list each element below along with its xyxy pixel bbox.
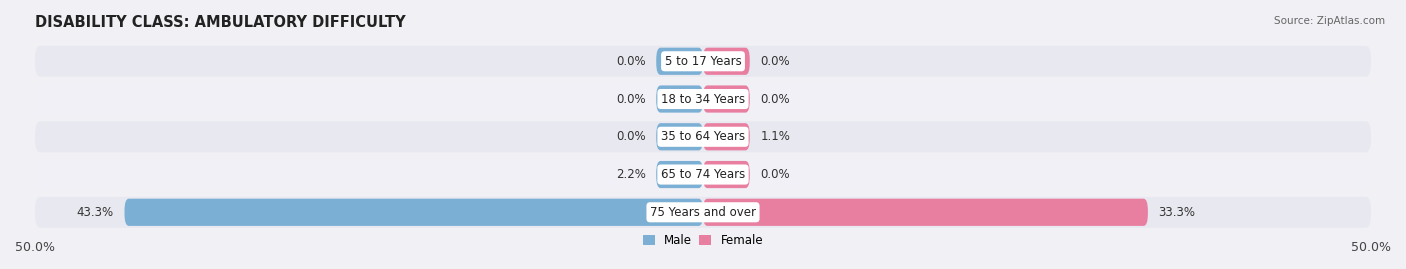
Text: DISABILITY CLASS: AMBULATORY DIFFICULTY: DISABILITY CLASS: AMBULATORY DIFFICULTY <box>35 15 405 30</box>
Text: 0.0%: 0.0% <box>616 130 645 143</box>
FancyBboxPatch shape <box>703 86 749 113</box>
Text: 2.2%: 2.2% <box>616 168 645 181</box>
Text: 5 to 17 Years: 5 to 17 Years <box>665 55 741 68</box>
FancyBboxPatch shape <box>125 199 703 226</box>
Text: 0.0%: 0.0% <box>761 93 790 105</box>
Text: 35 to 64 Years: 35 to 64 Years <box>661 130 745 143</box>
Text: 18 to 34 Years: 18 to 34 Years <box>661 93 745 105</box>
Text: 0.0%: 0.0% <box>761 55 790 68</box>
FancyBboxPatch shape <box>703 123 749 150</box>
Text: 1.1%: 1.1% <box>761 130 790 143</box>
FancyBboxPatch shape <box>35 46 1371 77</box>
FancyBboxPatch shape <box>703 199 1147 226</box>
FancyBboxPatch shape <box>703 48 749 75</box>
FancyBboxPatch shape <box>35 159 1371 190</box>
FancyBboxPatch shape <box>657 86 703 113</box>
Text: Source: ZipAtlas.com: Source: ZipAtlas.com <box>1274 16 1385 26</box>
Text: 0.0%: 0.0% <box>616 93 645 105</box>
Text: 65 to 74 Years: 65 to 74 Years <box>661 168 745 181</box>
Text: 0.0%: 0.0% <box>761 168 790 181</box>
FancyBboxPatch shape <box>657 48 703 75</box>
Text: 33.3%: 33.3% <box>1159 206 1195 219</box>
FancyBboxPatch shape <box>703 161 749 188</box>
FancyBboxPatch shape <box>35 197 1371 228</box>
Text: 0.0%: 0.0% <box>616 55 645 68</box>
FancyBboxPatch shape <box>657 161 703 188</box>
FancyBboxPatch shape <box>35 84 1371 115</box>
Text: 43.3%: 43.3% <box>77 206 114 219</box>
FancyBboxPatch shape <box>35 121 1371 152</box>
Legend: Male, Female: Male, Female <box>643 234 763 247</box>
FancyBboxPatch shape <box>657 123 703 150</box>
Text: 75 Years and over: 75 Years and over <box>650 206 756 219</box>
